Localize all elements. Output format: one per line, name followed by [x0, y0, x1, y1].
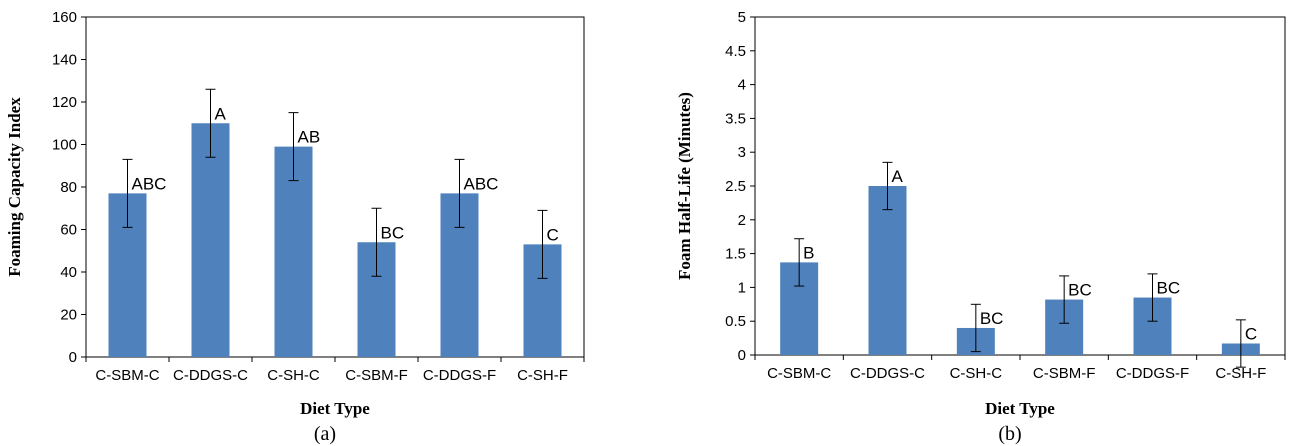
- chart2-ytick-label: 1: [738, 279, 746, 296]
- chart1-y-axis-title: Foaming Capacity Index: [5, 97, 24, 277]
- chart2-significance-letter: A: [892, 167, 904, 186]
- chart2-significance-letter: BC: [1157, 279, 1181, 298]
- chart2-xtick-label: C-SBM-C: [767, 365, 831, 382]
- chart2-significance-letter: BC: [1068, 281, 1092, 300]
- chart1-bar: [274, 146, 313, 357]
- chart1-caption: (a): [314, 423, 336, 445]
- chart1-ytick-label: 20: [60, 307, 77, 324]
- chart1-ytick-label: 0: [69, 349, 77, 366]
- chart2-ytick-label: 4: [738, 77, 746, 94]
- chart2-ytick-label: 4.5: [725, 43, 746, 60]
- chart1-ytick-label: 60: [60, 222, 77, 239]
- chart1-ytick-label: 80: [60, 179, 77, 196]
- chart1-ytick-label: 40: [60, 264, 77, 281]
- chart1-ytick-label: 100: [52, 137, 77, 154]
- chart1-xtick-label: C-SH-C: [267, 367, 320, 384]
- chart2-bar: [868, 186, 907, 355]
- chart2-significance-letter: C: [1245, 325, 1257, 344]
- chart2-significance-letter: BC: [980, 309, 1004, 328]
- chart1-xtick-label: C-SBM-F: [345, 367, 408, 384]
- chart1-xtick-label: C-SBM-C: [95, 367, 159, 384]
- chart2-ytick-label: 2: [738, 212, 746, 229]
- chart1-ytick-label: 120: [52, 94, 77, 111]
- chart1-xtick-label: C-DDGS-F: [423, 367, 496, 384]
- chart2-significance-letter: B: [803, 243, 814, 262]
- chart2-y-axis-title: Foam Half-Life (Minutes): [675, 92, 694, 280]
- chart1-xtick-label: C-SH-F: [517, 367, 568, 384]
- chart1-significance-letter: C: [547, 225, 559, 244]
- chart1-significance-letter: A: [215, 104, 227, 123]
- chart1-significance-letter: ABC: [132, 174, 167, 193]
- chart1-bar: [191, 123, 230, 357]
- chart2-xtick-label: C-SBM-F: [1033, 365, 1096, 382]
- chart2-xtick-label: C-SH-C: [950, 365, 1003, 382]
- chart1-ytick-label: 160: [52, 9, 77, 26]
- chart2-plot-frame: [754, 16, 1286, 356]
- chart2-x-axis-title: Diet Type: [985, 399, 1055, 418]
- chart2-xtick-label: C-DDGS-C: [850, 365, 925, 382]
- chart2-caption: (b): [998, 423, 1021, 445]
- chart2-xtick-label: C-DDGS-F: [1116, 365, 1189, 382]
- chart1-significance-letter: ABC: [464, 174, 499, 193]
- chart2-ytick-label: 3.5: [725, 110, 746, 127]
- chart2-ytick-label: 2.5: [725, 178, 746, 195]
- chart2-ytick-label: 3: [738, 144, 746, 161]
- chart2-xtick-label: C-SH-F: [1215, 365, 1266, 382]
- chart1-significance-letter: AB: [298, 128, 321, 147]
- chart1-ytick-label: 140: [52, 52, 77, 69]
- chart1-significance-letter: BC: [381, 223, 405, 242]
- chart2-ytick-label: 1.5: [725, 246, 746, 263]
- chart2-ytick-label: 0: [738, 347, 746, 364]
- chart2-ytick-label: 0.5: [725, 313, 746, 330]
- chart1-x-axis-title: Diet Type: [300, 399, 370, 418]
- chart1-xtick-label: C-DDGS-C: [173, 367, 248, 384]
- chart2-ytick-label: 5: [738, 9, 746, 26]
